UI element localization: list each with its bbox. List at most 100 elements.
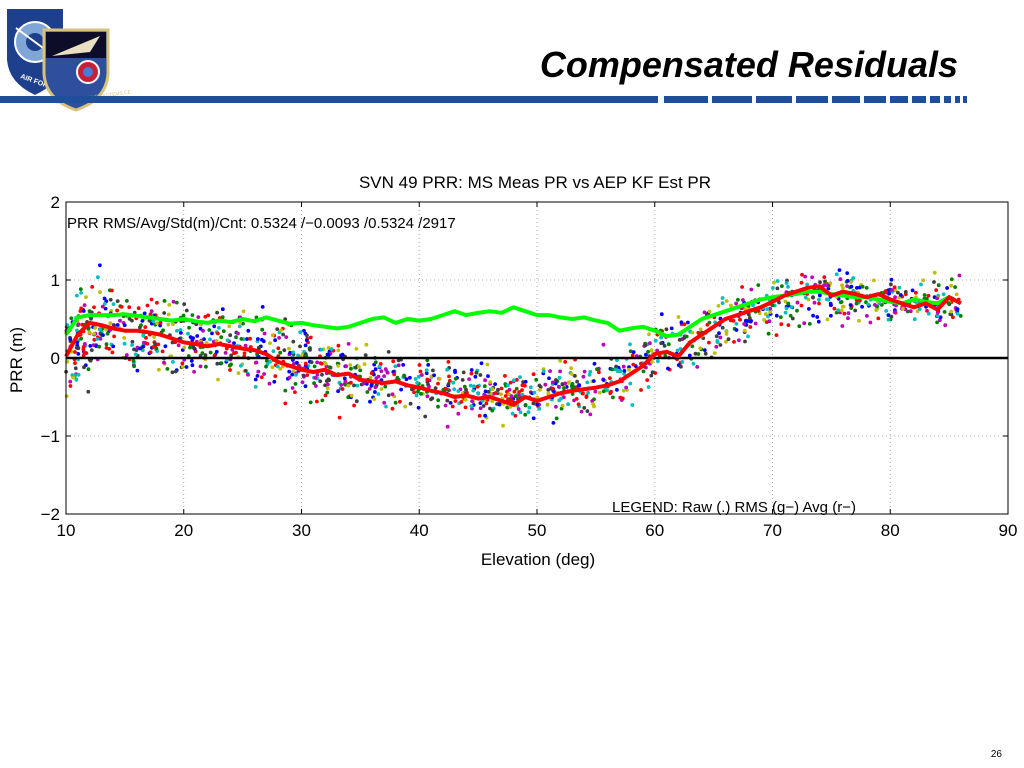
raw-point — [187, 325, 192, 330]
raw-point — [570, 383, 574, 388]
raw-point — [768, 306, 773, 311]
raw-point — [243, 368, 248, 373]
raw-point — [141, 333, 146, 338]
raw-point — [778, 315, 783, 319]
raw-point — [740, 285, 744, 289]
raw-point — [662, 344, 667, 348]
raw-point — [840, 283, 844, 288]
raw-point — [294, 373, 298, 377]
raw-point — [131, 358, 136, 363]
raw-point — [535, 402, 540, 407]
raw-point — [429, 397, 433, 402]
raw-point — [403, 404, 407, 409]
raw-point — [729, 303, 733, 308]
raw-point — [512, 389, 517, 394]
raw-point — [707, 309, 712, 314]
raw-point — [287, 346, 291, 351]
raw-point — [195, 334, 200, 338]
raw-point — [503, 374, 507, 378]
page-number: 26 — [990, 749, 1002, 760]
raw-point — [82, 342, 87, 346]
raw-point — [262, 331, 267, 336]
y-tick-label: 1 — [51, 271, 60, 290]
header-bar-segment — [890, 96, 908, 103]
raw-point — [373, 390, 377, 394]
raw-point — [408, 401, 413, 406]
raw-point — [202, 337, 206, 341]
raw-point — [591, 379, 596, 383]
raw-point — [326, 346, 331, 350]
raw-point — [717, 331, 721, 336]
raw-point — [340, 387, 345, 391]
raw-point — [84, 295, 88, 299]
raw-point — [824, 297, 829, 302]
raw-point — [365, 390, 370, 394]
raw-point — [367, 387, 372, 391]
raw-point — [373, 367, 378, 372]
raw-point — [922, 293, 927, 297]
raw-point — [477, 413, 482, 418]
raw-point — [818, 293, 822, 298]
x-axis-label: Elevation (deg) — [481, 550, 595, 569]
raw-point — [824, 283, 829, 288]
raw-point — [149, 309, 154, 313]
raw-point — [279, 328, 283, 333]
raw-point — [720, 296, 725, 300]
raw-point — [110, 350, 115, 355]
raw-point — [806, 297, 811, 302]
raw-point — [784, 306, 789, 311]
raw-point — [208, 350, 213, 355]
raw-point — [570, 392, 575, 396]
raw-point — [853, 308, 858, 313]
raw-point — [170, 370, 175, 375]
raw-point — [669, 326, 674, 331]
raw-point — [313, 376, 318, 380]
y-tick-label: −1 — [41, 427, 60, 446]
raw-point — [736, 297, 740, 302]
raw-point — [354, 399, 359, 404]
raw-point — [325, 386, 330, 390]
raw-point — [276, 346, 281, 351]
raw-point — [547, 376, 551, 381]
raw-point — [206, 313, 211, 318]
raw-point — [514, 378, 519, 382]
raw-point — [774, 313, 779, 318]
raw-point — [581, 374, 586, 379]
raw-point — [486, 390, 491, 394]
raw-point — [857, 318, 861, 323]
raw-point — [622, 372, 627, 376]
raw-point — [416, 405, 421, 410]
raw-point — [229, 353, 234, 358]
raw-point — [260, 337, 264, 342]
y-tick-label: 2 — [51, 193, 60, 212]
slide-title: Compensated Residuals — [539, 44, 958, 85]
raw-point — [163, 344, 168, 349]
raw-point — [253, 385, 258, 389]
raw-point — [287, 369, 292, 374]
raw-point — [586, 390, 590, 395]
raw-point — [553, 381, 558, 386]
header-bar-segment — [955, 96, 960, 103]
raw-point — [703, 351, 708, 356]
raw-point — [557, 398, 562, 403]
raw-point — [469, 368, 474, 372]
raw-point — [459, 400, 464, 404]
raw-point — [932, 280, 936, 284]
raw-point — [551, 421, 556, 425]
raw-point — [649, 348, 654, 353]
raw-point — [76, 322, 81, 327]
raw-point — [104, 346, 109, 350]
raw-point — [326, 377, 331, 382]
raw-point — [501, 423, 505, 428]
raw-point — [220, 315, 225, 320]
raw-point — [680, 360, 685, 364]
raw-point — [840, 304, 845, 309]
raw-point — [130, 343, 135, 347]
raw-point — [241, 309, 246, 314]
raw-point — [849, 284, 854, 289]
raw-point — [712, 351, 717, 355]
raw-point — [858, 298, 862, 303]
raw-point — [372, 397, 377, 401]
raw-point — [839, 308, 844, 313]
raw-point — [742, 328, 747, 333]
